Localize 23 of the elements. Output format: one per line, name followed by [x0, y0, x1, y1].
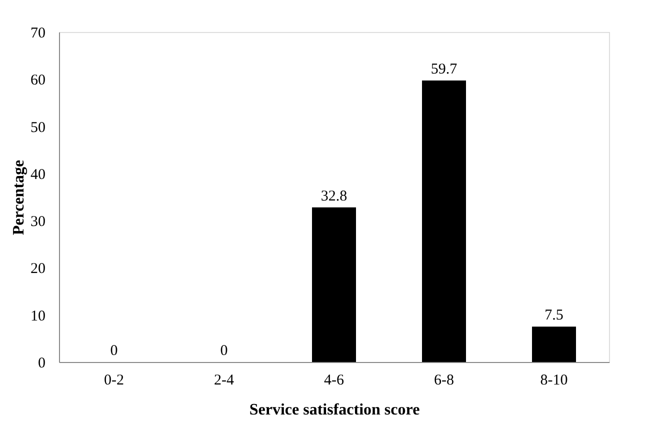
data-label: 32.8 — [320, 188, 348, 204]
data-label: 0 — [110, 343, 118, 359]
y-tick-label: 60 — [30, 72, 46, 89]
x-axis-title: Service satisfaction score — [249, 402, 420, 418]
bar — [532, 326, 576, 362]
y-tick-label: 30 — [30, 214, 46, 230]
x-tick-label: 2-4 — [214, 372, 234, 388]
y-axis-title: Percentage — [10, 160, 28, 236]
bar — [312, 207, 356, 362]
y-tick-label: 50 — [30, 120, 46, 136]
data-label: 7.5 — [544, 308, 564, 324]
bar — [422, 80, 466, 362]
y-tick-label: 20 — [30, 261, 46, 278]
y-tick-label: 70 — [30, 26, 46, 42]
y-tick-label: 40 — [30, 166, 46, 183]
data-label: 0 — [220, 343, 228, 359]
x-tick-label: 0-2 — [104, 372, 124, 388]
x-tick-label: 6-8 — [434, 372, 454, 388]
y-tick-label: 0 — [38, 356, 46, 372]
data-label: 59.7 — [430, 62, 458, 78]
x-tick-label: 4-6 — [324, 372, 344, 388]
x-tick-label: 8-10 — [540, 372, 568, 388]
y-tick-label: 10 — [30, 308, 46, 324]
